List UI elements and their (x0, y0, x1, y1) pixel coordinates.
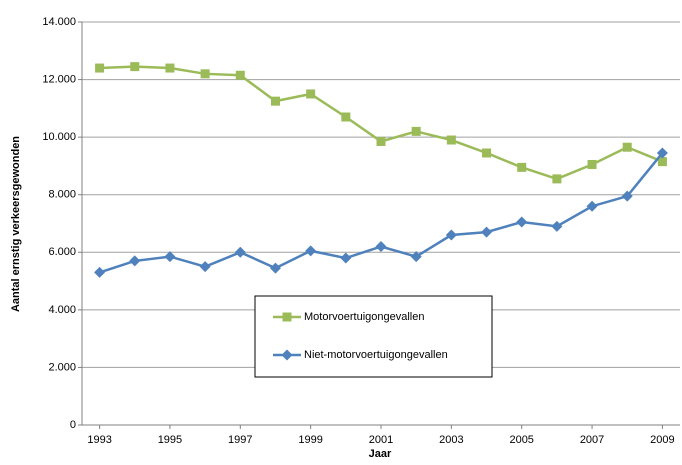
marker (481, 226, 493, 238)
marker (586, 200, 598, 212)
y-tick-label: 4.000 (48, 304, 76, 316)
marker (340, 252, 352, 264)
marker (587, 159, 597, 169)
y-tick-label: 6.000 (48, 246, 76, 258)
marker (235, 70, 245, 80)
x-tick-label: 2009 (650, 434, 674, 446)
marker (375, 241, 387, 253)
marker (341, 112, 351, 122)
legend (254, 295, 493, 378)
x-tick-label: 2007 (580, 434, 604, 446)
marker (234, 246, 246, 258)
marker (94, 266, 106, 278)
marker (270, 96, 280, 106)
legend-label: Niet-motorvoertuigongevallen (304, 349, 448, 361)
marker (165, 63, 175, 73)
marker (164, 251, 176, 263)
y-tick-label: 0 (70, 419, 76, 431)
marker (282, 312, 292, 322)
marker (376, 136, 386, 146)
marker (306, 89, 316, 99)
series-line (99, 65, 663, 181)
y-tick-label: 14.000 (42, 16, 76, 28)
marker (622, 142, 632, 152)
x-axis-label: Jaar (369, 448, 392, 460)
y-tick-label: 8.000 (48, 189, 76, 201)
x-tick-label: 2005 (509, 434, 533, 446)
marker (657, 157, 667, 167)
marker (411, 126, 421, 136)
marker (656, 147, 668, 159)
x-tick-label: 2001 (369, 434, 393, 446)
marker (199, 261, 211, 273)
x-tick-label: 1993 (87, 434, 111, 446)
x-tick-label: 1999 (298, 434, 322, 446)
marker (269, 262, 281, 274)
marker (482, 148, 492, 158)
y-tick-label: 2.000 (48, 361, 76, 373)
marker (129, 255, 141, 267)
legend-label: Motorvoertuigongevallen (304, 311, 424, 323)
marker (516, 216, 528, 228)
marker (551, 220, 563, 232)
marker (130, 62, 140, 72)
marker (305, 245, 317, 257)
marker (445, 229, 457, 241)
marker (200, 69, 210, 79)
marker (410, 251, 422, 263)
marker (517, 162, 527, 172)
marker (446, 135, 456, 145)
marker (281, 349, 293, 361)
marker (552, 174, 562, 184)
x-tick-label: 1997 (228, 434, 252, 446)
x-tick-label: 2003 (439, 434, 463, 446)
x-tick-label: 1995 (158, 434, 182, 446)
marker (621, 190, 633, 202)
y-tick-label: 12.000 (42, 73, 76, 85)
marker (95, 63, 105, 73)
y-axis-label: Aantal ernstig verkeersgewonden (10, 136, 22, 312)
y-tick-label: 10.000 (42, 131, 76, 143)
